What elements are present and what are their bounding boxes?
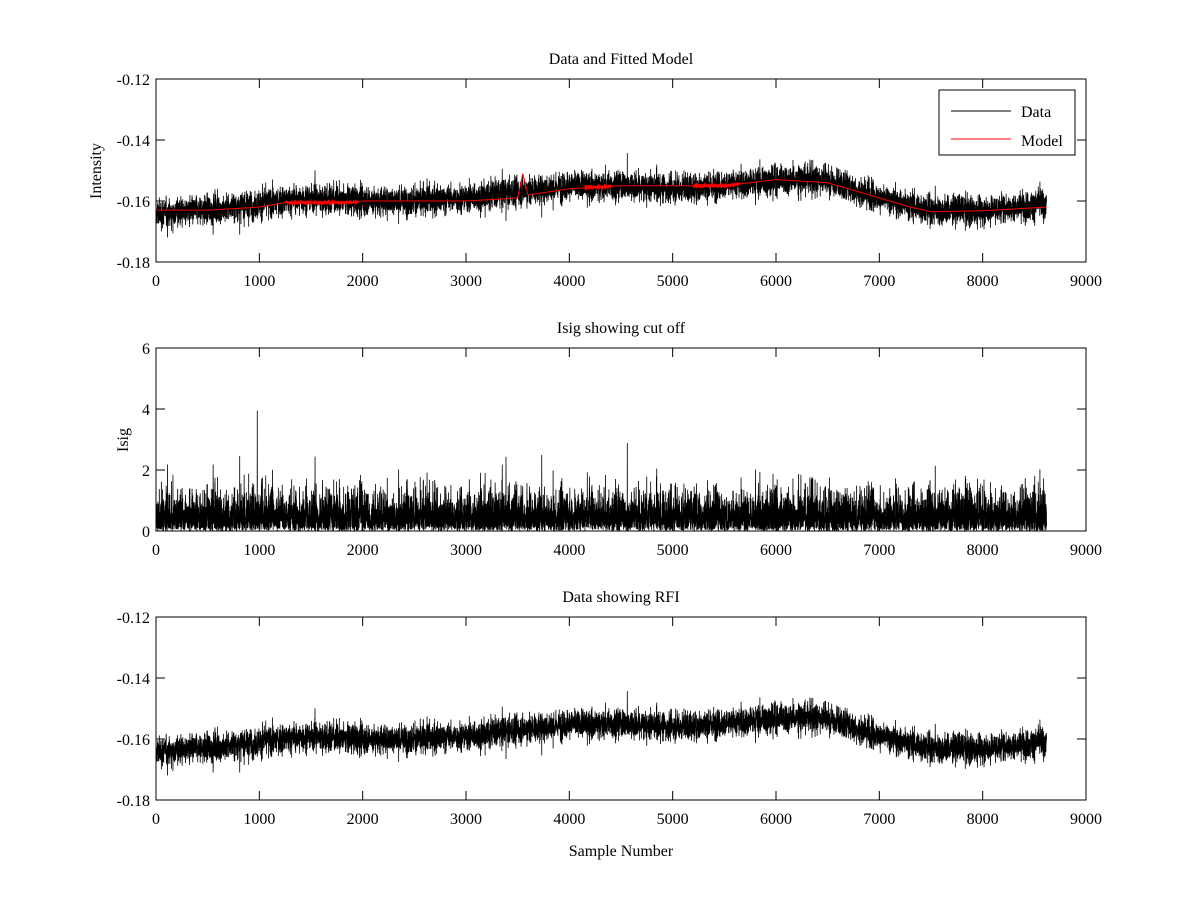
x-tick-label: 1000 [243, 542, 275, 559]
x-tick-label: 7000 [863, 273, 895, 290]
series-isig-line [155, 410, 1048, 533]
series-layer [155, 691, 1048, 776]
x-tick-label: 4000 [553, 273, 585, 290]
axes-frame [155, 78, 1087, 263]
series-layer [155, 410, 1048, 533]
y-tick-label: -0.16 [117, 732, 150, 749]
x-tick-label: 7000 [863, 542, 895, 559]
x-tick-label: 3000 [450, 542, 482, 559]
x-tick-label: 9000 [1070, 811, 1102, 828]
x-tick-label: 9000 [1070, 542, 1102, 559]
series-layer [155, 153, 1048, 238]
x-tick-label: 2000 [347, 542, 379, 559]
panel-isig: Isig showing cut off Isig 0 1000 2000 3000 4… [115, 320, 1102, 559]
x-tick-label: 3000 [450, 273, 482, 290]
y-axis-label: Isig [115, 428, 132, 452]
axes-frame [155, 616, 1087, 801]
y-tick-label: 2 [142, 463, 150, 480]
y-tick-label: -0.18 [117, 793, 150, 810]
x-tick-label: 0 [152, 273, 160, 290]
y-tick-label: -0.18 [117, 255, 150, 272]
series-data-line [155, 691, 1048, 776]
x-tick-label: 2000 [347, 273, 379, 290]
y-tick-label: -0.14 [117, 133, 150, 150]
chart-title: Data showing RFI [562, 589, 679, 606]
x-tick-label: 6000 [760, 542, 792, 559]
y-tick-label: -0.12 [117, 72, 150, 89]
x-tick-label: 0 [152, 542, 160, 559]
y-axis-label: Intensity [88, 143, 105, 199]
x-tick-label: 2000 [347, 811, 379, 828]
y-tick-label: 4 [142, 402, 150, 419]
x-tick-label: 1000 [243, 273, 275, 290]
x-tick-label: 5000 [657, 542, 689, 559]
x-tick-label: 3000 [450, 811, 482, 828]
x-tick-label: 8000 [967, 811, 999, 828]
x-axis-label: Sample Number [569, 843, 674, 860]
x-tick-label: 9000 [1070, 273, 1102, 290]
y-tick-label: 0 [142, 524, 150, 541]
panel-data-and-model: Data and Fitted Model Intensity 0 1000 200… [88, 51, 1102, 290]
y-tick-label: -0.12 [117, 610, 150, 627]
axes: 0 1000 2000 3000 4000 5000 6000 7000 8000 9000 0 2 4… [142, 341, 1102, 559]
legend: Data Model [938, 89, 1076, 156]
y-tick-label: -0.16 [117, 194, 150, 211]
x-tick-label: 6000 [760, 273, 792, 290]
panel-rfi: Data showing RFI Sample Number 0 1000 2000… [117, 589, 1102, 860]
legend-box [938, 89, 1076, 156]
y-tick-label: 6 [142, 341, 150, 358]
series-model-line [156, 173, 1047, 213]
axes-frame [155, 347, 1087, 532]
x-tick-label: 6000 [760, 811, 792, 828]
axes: 0 1000 2000 3000 4000 5000 6000 7000 8000 9000 -0.… [117, 72, 1102, 290]
x-tick-label: 8000 [967, 542, 999, 559]
x-tick-label: 4000 [553, 811, 585, 828]
series-data-line [155, 153, 1048, 238]
axes: 0 1000 2000 3000 4000 5000 6000 7000 8000 9000 -0.… [117, 610, 1102, 828]
legend-label-data: Data [1021, 104, 1051, 121]
x-tick-label: 1000 [243, 811, 275, 828]
x-tick-label: 5000 [657, 273, 689, 290]
chart-title: Data and Fitted Model [549, 51, 694, 68]
chart-title: Isig showing cut off [557, 320, 686, 337]
x-tick-label: 8000 [967, 273, 999, 290]
y-tick-label: -0.14 [117, 671, 150, 688]
x-tick-label: 5000 [657, 811, 689, 828]
legend-label-model: Model [1021, 133, 1063, 150]
x-tick-label: 7000 [863, 811, 895, 828]
x-tick-label: 4000 [553, 542, 585, 559]
x-tick-label: 0 [152, 811, 160, 828]
